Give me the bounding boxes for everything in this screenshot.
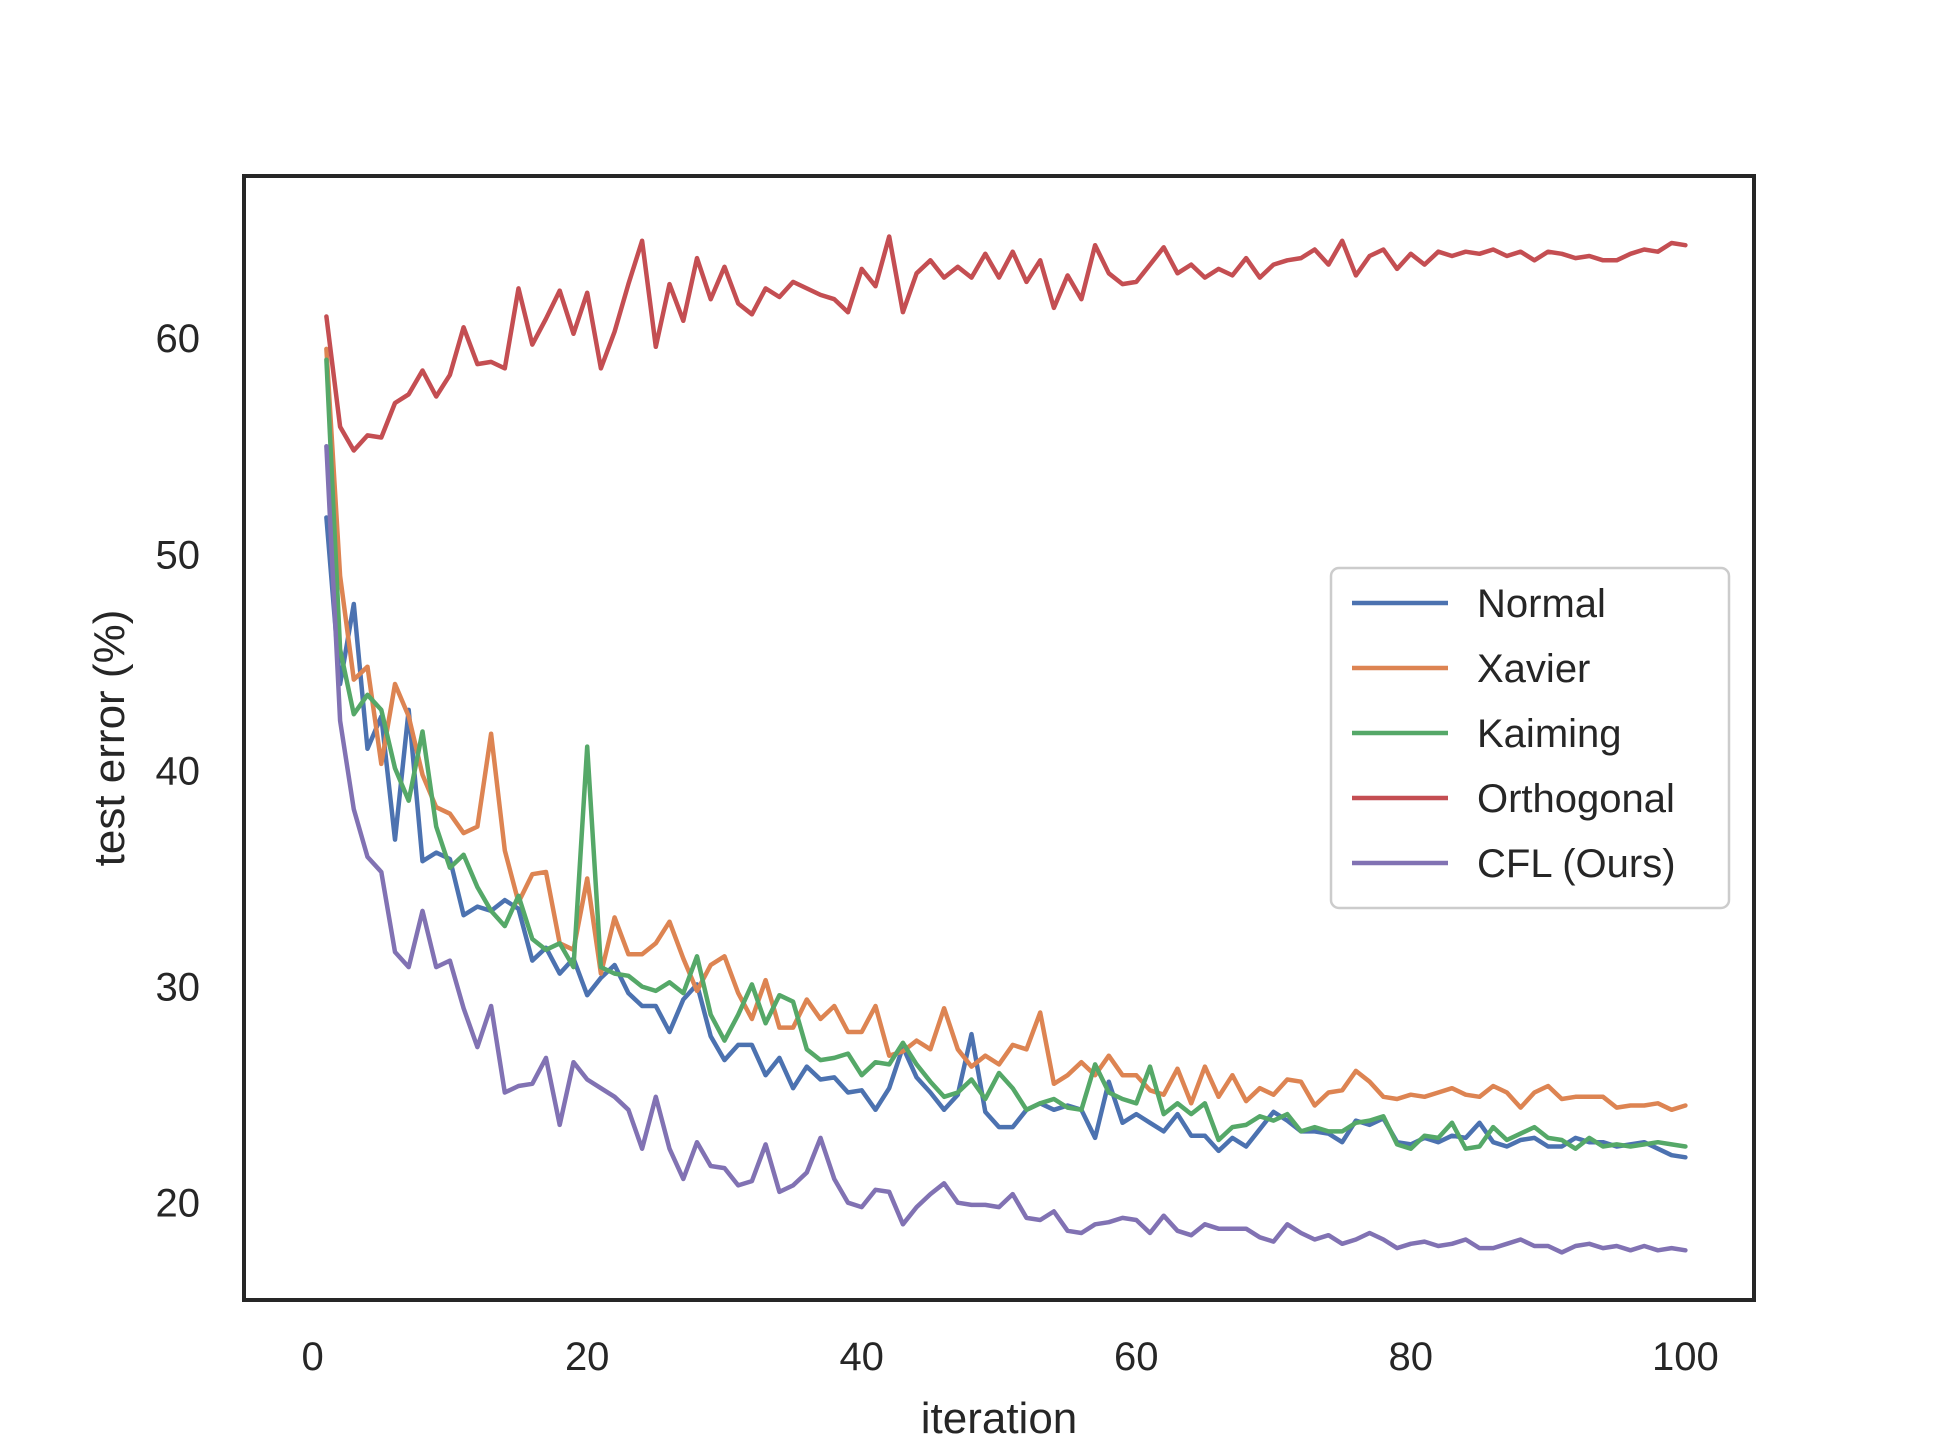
legend-label: Normal [1477,582,1606,626]
series-lines [324,234,1688,1255]
x-tick-label: 20 [565,1335,610,1379]
y-tick-label: 50 [156,533,201,577]
x-tick-label: 60 [1114,1335,1159,1379]
legend-entry: Xavier [1352,647,1590,691]
y-tick-label: 60 [156,317,201,361]
legend-box [1329,566,1731,910]
series-line-kaiming [324,357,1688,1151]
x-tick-label: 40 [839,1335,884,1379]
y-axis-ticks: 20 30 40 50 60 [156,317,201,1226]
x-axis-ticks: 0 20 40 60 80 100 [301,1335,1718,1379]
x-tick-label: 80 [1389,1335,1434,1379]
legend: Normal Xavier Kaiming Orthogonal CFL (Ours) [1329,566,1731,910]
y-tick-label: 30 [156,966,201,1010]
x-tick-label: 0 [301,1335,323,1379]
y-tick-label: 40 [156,749,201,793]
legend-entry: CFL (Ours) [1352,842,1676,886]
legend-entry: Normal [1352,582,1606,626]
series-line-cfl-ours [324,443,1688,1255]
legend-label: Kaiming [1477,712,1622,756]
plot-frame [242,174,1756,1302]
y-tick-label: 20 [156,1182,201,1226]
y-axis-label: test error (%) [85,610,134,867]
legend-entry: Kaiming [1352,712,1622,756]
series-line-xavier [324,346,1688,1113]
legend-label: Orthogonal [1477,777,1675,821]
legend-entry: Orthogonal [1352,777,1675,821]
legend-label: CFL (Ours) [1477,842,1676,886]
x-axis-label: iteration [921,1394,1078,1443]
legend-label: Xavier [1477,647,1590,691]
series-line-orthogonal [324,234,1688,453]
x-tick-label: 100 [1652,1335,1719,1379]
